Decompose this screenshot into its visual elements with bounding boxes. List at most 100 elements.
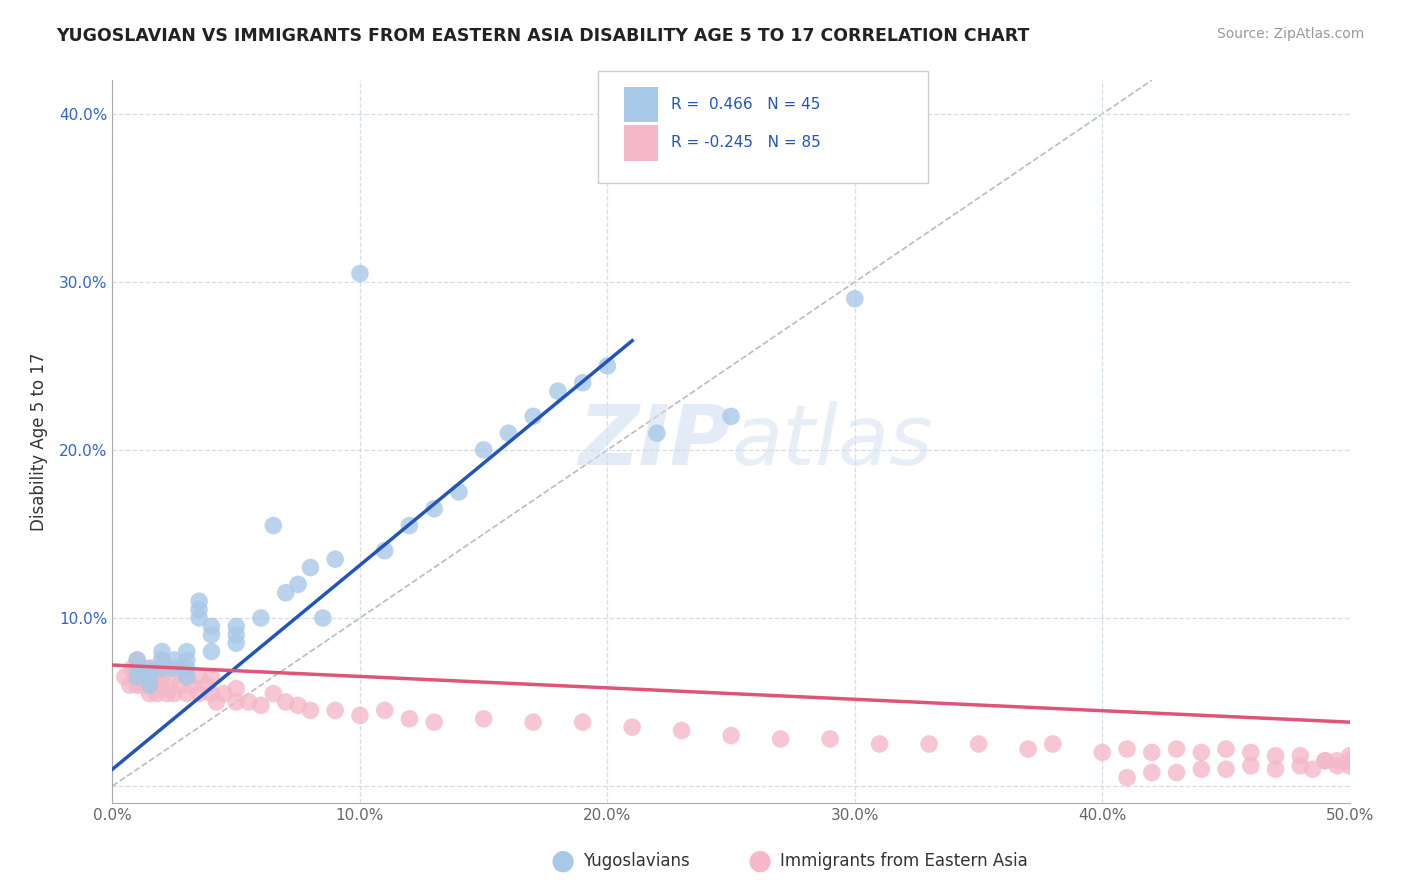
Point (323, 552, 346, 566)
Point (138, 661, 160, 675)
Point (1017, 742, 1039, 756)
Point (134, 670, 156, 684)
Point (1042, 737, 1064, 751)
Point (312, 611, 335, 625)
Point (398, 712, 420, 726)
Point (250, 611, 273, 625)
Point (398, 518, 420, 533)
Point (1302, 762, 1324, 776)
Text: Source: ZipAtlas.com: Source: ZipAtlas.com (1216, 27, 1364, 41)
Point (156, 661, 179, 675)
Point (1313, 754, 1336, 768)
Point (138, 678, 160, 692)
Point (1264, 748, 1286, 763)
Point (114, 670, 136, 684)
Point (1215, 742, 1237, 756)
Point (423, 501, 446, 516)
Point (1339, 759, 1361, 773)
Point (188, 670, 211, 684)
Point (176, 653, 198, 667)
Point (447, 485, 470, 500)
Point (287, 577, 309, 591)
Point (274, 695, 297, 709)
Point (274, 586, 297, 600)
Point (176, 644, 198, 658)
Point (250, 698, 273, 713)
Point (212, 687, 235, 701)
Point (1289, 759, 1312, 773)
Point (127, 670, 149, 684)
Point (1091, 745, 1114, 759)
Point (423, 715, 446, 730)
Point (1326, 754, 1348, 768)
Point (262, 518, 284, 533)
Point (150, 653, 173, 667)
Point (1140, 765, 1163, 780)
Point (188, 611, 211, 625)
Point (150, 644, 173, 658)
Point (118, 678, 141, 692)
Text: Yugoslavians: Yugoslavians (583, 852, 690, 870)
Point (138, 670, 160, 684)
Point (127, 678, 149, 692)
Point (869, 737, 891, 751)
Point (163, 670, 186, 684)
Point (238, 695, 260, 709)
Point (195, 678, 218, 692)
Point (205, 695, 228, 709)
Point (200, 644, 222, 658)
Point (522, 409, 544, 424)
Point (1326, 759, 1348, 773)
Text: atlas: atlas (731, 401, 932, 482)
Point (163, 687, 186, 701)
Point (522, 715, 544, 730)
Point (225, 636, 247, 650)
Point (150, 678, 173, 692)
Point (200, 687, 222, 701)
Point (1116, 742, 1139, 756)
Text: ZIP: ZIP (578, 401, 731, 482)
Point (170, 661, 193, 675)
Point (1289, 748, 1312, 763)
Point (200, 619, 222, 633)
Point (1240, 759, 1263, 773)
Point (323, 703, 346, 717)
Text: R =  0.466   N = 45: R = 0.466 N = 45 (671, 97, 820, 112)
Point (150, 661, 173, 675)
Point (225, 681, 247, 696)
Point (146, 661, 169, 675)
Point (124, 670, 146, 684)
Point (169, 678, 191, 692)
Point (225, 695, 247, 709)
Point (143, 670, 166, 684)
Point (146, 687, 169, 701)
Point (1189, 762, 1212, 776)
Text: YUGOSLAVIAN VS IMMIGRANTS FROM EASTERN ASIA DISABILITY AGE 5 TO 17 CORRELATION C: YUGOSLAVIAN VS IMMIGRANTS FROM EASTERN A… (56, 27, 1029, 45)
Point (1215, 762, 1237, 776)
Point (1166, 765, 1188, 780)
Point (1116, 771, 1139, 785)
Point (225, 619, 247, 633)
Point (1264, 762, 1286, 776)
Point (127, 653, 149, 667)
Point (200, 628, 222, 642)
Point (1313, 754, 1336, 768)
Point (374, 543, 396, 558)
Point (1140, 745, 1163, 759)
Point (1339, 754, 1361, 768)
Point (769, 731, 792, 746)
Y-axis label: Disability Age 5 to 17: Disability Age 5 to 17 (30, 352, 48, 531)
Point (138, 687, 160, 701)
Point (127, 670, 149, 684)
Point (621, 720, 644, 734)
Point (1166, 742, 1188, 756)
Point (967, 737, 990, 751)
Point (188, 687, 211, 701)
Point (127, 653, 149, 667)
Point (374, 703, 396, 717)
Text: R = -0.245   N = 85: R = -0.245 N = 85 (671, 136, 821, 150)
Point (287, 698, 309, 713)
Point (645, 426, 668, 441)
Point (671, 723, 693, 738)
Point (299, 560, 322, 574)
